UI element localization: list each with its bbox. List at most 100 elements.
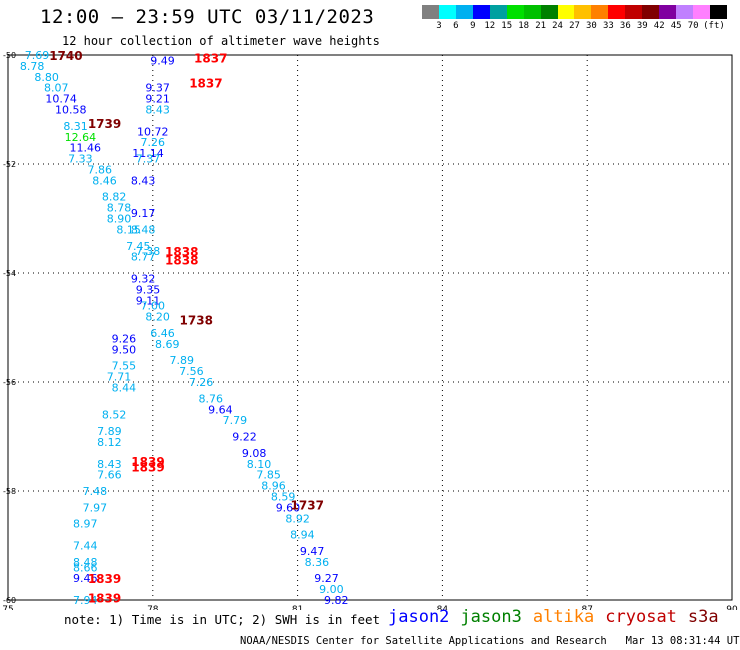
x-tick-label: 84 [437, 605, 449, 610]
legend-swatches [422, 5, 727, 19]
wave-height-label: 7.45 [126, 240, 151, 253]
wave-height-label: 7.66 [97, 469, 122, 482]
pass-time-label: 1838 [165, 253, 198, 267]
page-title: 12:00 — 23:59 UTC 03/11/2023 [40, 6, 375, 28]
wave-height-label: 7.89 [97, 425, 122, 438]
wave-height-label: 7.79 [223, 414, 248, 427]
legend-label: 36 [619, 21, 631, 31]
legend-labels: 3 6 9 12 15 18 21 24 27 30 33 36 39 42 45 70 (ft) [422, 19, 727, 33]
x-tick-label: 75 [2, 605, 13, 610]
wave-height-label: 11.14 [132, 147, 164, 160]
wave-height-label: 8.12 [97, 436, 122, 449]
wave-height-label: 8.48 [73, 556, 98, 569]
wave-height-label: 9.37 [145, 82, 170, 95]
wave-height-label: 7.26 [141, 136, 166, 149]
footnote: note: 1) Time is in UTC; 2) SWH is in fe… [64, 612, 381, 627]
wave-height-label: 9.64 [208, 403, 233, 416]
mission-jason2: jason2 [388, 607, 450, 627]
wave-height-label: 8.31 [63, 120, 88, 133]
legend-label: 30 [586, 21, 597, 31]
plot-frame [7, 54, 733, 601]
wave-height-label: 8.07 [44, 82, 69, 95]
wave-height-label: 8.78 [107, 202, 132, 215]
legend-label: 39 [636, 21, 648, 31]
wave-height-label: 7.94 [73, 594, 98, 607]
wave-height-label: 9.32 [131, 272, 156, 285]
legend-swatch [523, 5, 541, 19]
wave-height-label: 8.92 [285, 512, 310, 525]
wave-height-label: 8.43 [145, 104, 170, 117]
wave-height-label: 9.26 [112, 332, 137, 345]
pass-time-label: 1839 [88, 591, 121, 605]
wave-height-label: 7.26 [189, 376, 214, 389]
wave-height-label: 8.59 [271, 490, 296, 503]
wave-height-label: 9.35 [136, 283, 161, 296]
wave-height-label: 8.69 [155, 338, 180, 351]
wave-height-label: 8.94 [290, 529, 315, 542]
pass-time-label: 1838 [165, 245, 198, 259]
x-tick-label: 78 [147, 605, 159, 610]
legend-swatch [642, 5, 660, 19]
legend-label: 6 [453, 21, 459, 31]
legend-swatch [676, 5, 693, 19]
wave-height-label: 7.44 [73, 540, 98, 553]
wave-height-label: 7.71 [107, 371, 132, 384]
wave-height-label: 9.50 [112, 343, 137, 356]
wave-height-label: 8.10 [247, 458, 272, 471]
legend-swatch [472, 5, 490, 19]
page-subtitle: 12 hour collection of altimeter wave hei… [62, 34, 380, 48]
y-tick-label: -58 [3, 487, 16, 496]
wave-height-label: 7.56 [179, 365, 204, 378]
wave-height-label: 8.82 [102, 191, 127, 204]
wave-height-label: 8.20 [145, 311, 170, 324]
wave-height-label: 8.36 [305, 556, 330, 569]
pass-time-label: 1839 [131, 455, 164, 469]
wave-height-label: 9.27 [314, 572, 339, 585]
wave-height-label: 9.47 [300, 545, 325, 558]
mission-altika: altika [532, 607, 595, 627]
pass-time-label: 1737 [291, 499, 324, 513]
pass-time-label: 1738 [180, 313, 213, 327]
x-tick-label: 81 [292, 605, 303, 610]
legend-label: 33 [602, 21, 614, 31]
wave-height-label: 8.97 [73, 518, 98, 531]
legend-label: 12 [484, 21, 496, 31]
wave-height-label: 12.64 [65, 131, 97, 144]
mission-s3a: s3a [687, 607, 719, 627]
legend-swatch [506, 5, 524, 19]
wave-height-label: 7.33 [68, 153, 93, 166]
wave-height-label: 7.38 [136, 245, 161, 258]
mission-cryosat: cryosat [605, 607, 677, 627]
legend-swatch [659, 5, 677, 19]
wave-height-label: 8.90 [107, 213, 132, 226]
x-tick-label: 87 [581, 605, 592, 610]
y-tick-label: -50 [3, 51, 16, 60]
wave-height-label: 7.69 [25, 49, 50, 62]
legend-swatch [540, 5, 558, 19]
wave-height-label: 7.37 [136, 153, 161, 166]
wave-height-label: 9.11 [136, 294, 161, 307]
wave-height-label: 10.74 [45, 93, 77, 106]
wave-height-label: 9.46 [73, 572, 98, 585]
wave-height-label: 10.58 [55, 104, 87, 117]
credit-text: NOAA/NESDIS Center for Satellite Applica… [240, 635, 607, 647]
wave-height-label: 9.17 [131, 207, 156, 220]
credit-line: NOAA/NESDIS Center for Satellite Applica… [240, 635, 740, 647]
legend-swatch [574, 5, 592, 19]
wave-height-label: 8.96 [261, 480, 286, 493]
legend-unit: (ft) [703, 21, 725, 31]
wave-height-label: 9.08 [242, 447, 267, 460]
y-tick-label: -52 [3, 160, 16, 169]
mission-jason3: jason3 [460, 607, 522, 627]
legend-label: 42 [653, 21, 665, 31]
wave-height-plot: 75 78 81 84 87 90-50-52-54-56-58-607.698.788.… [2, 49, 738, 610]
wave-height-label: 9.22 [232, 431, 257, 444]
legend-label: 45 [670, 21, 682, 31]
wave-height-label: 8.46 [92, 174, 117, 187]
wave-height-label: 8.43 [131, 174, 156, 187]
wave-height-label: 7.89 [170, 354, 195, 367]
pass-time-label: 1839 [88, 572, 121, 586]
generated-timestamp: Mar 13 08:31:44 UTC 2023 [625, 635, 740, 647]
legend-label: 21 [535, 21, 547, 31]
legend-label: 24 [552, 21, 563, 31]
